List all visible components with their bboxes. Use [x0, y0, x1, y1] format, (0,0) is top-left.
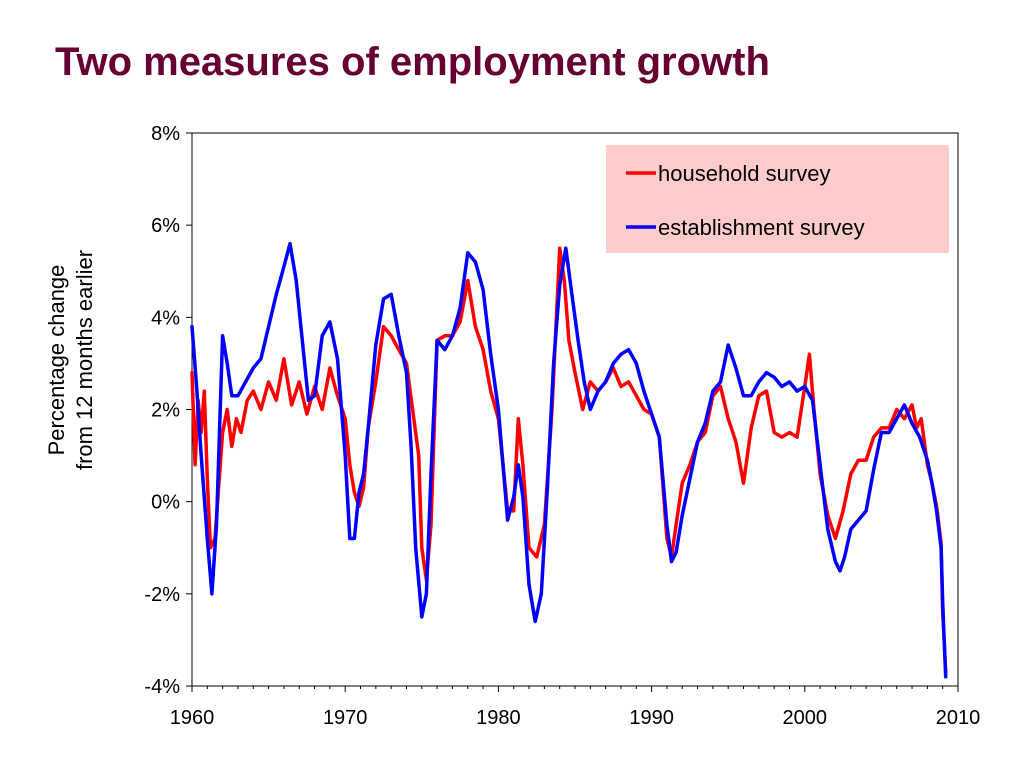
- legend-label-household-survey: household survey: [658, 161, 830, 186]
- y-tick-label: 8%: [151, 123, 180, 145]
- x-tick-label: 1980: [476, 707, 521, 729]
- y-tick-label: 4%: [151, 307, 180, 329]
- y-axis-label-line: from 12 months earlier: [72, 250, 97, 470]
- x-tick-label: 1960: [170, 707, 215, 729]
- y-tick-label: 6%: [151, 215, 180, 237]
- y-tick-label: 0%: [151, 492, 180, 514]
- y-tick-label: 2%: [151, 400, 180, 422]
- x-tick-label: 2010: [936, 707, 981, 729]
- x-tick-label: 2000: [783, 707, 828, 729]
- y-axis-label: Percentage change from 12 months earlier: [44, 250, 97, 470]
- slide-title: Two measures of employment growth: [55, 40, 770, 84]
- y-tick-label: -4%: [144, 676, 180, 698]
- x-tick-label: 1990: [629, 707, 674, 729]
- series-line-establishment-survey: [190, 241, 948, 679]
- y-axis-label-line: Percentage change: [44, 265, 69, 456]
- x-tick-label: 1970: [323, 707, 368, 729]
- legend-box: [606, 145, 949, 253]
- legend-label-establishment-survey: establishment survey: [658, 215, 865, 240]
- y-tick-label: -2%: [144, 584, 180, 606]
